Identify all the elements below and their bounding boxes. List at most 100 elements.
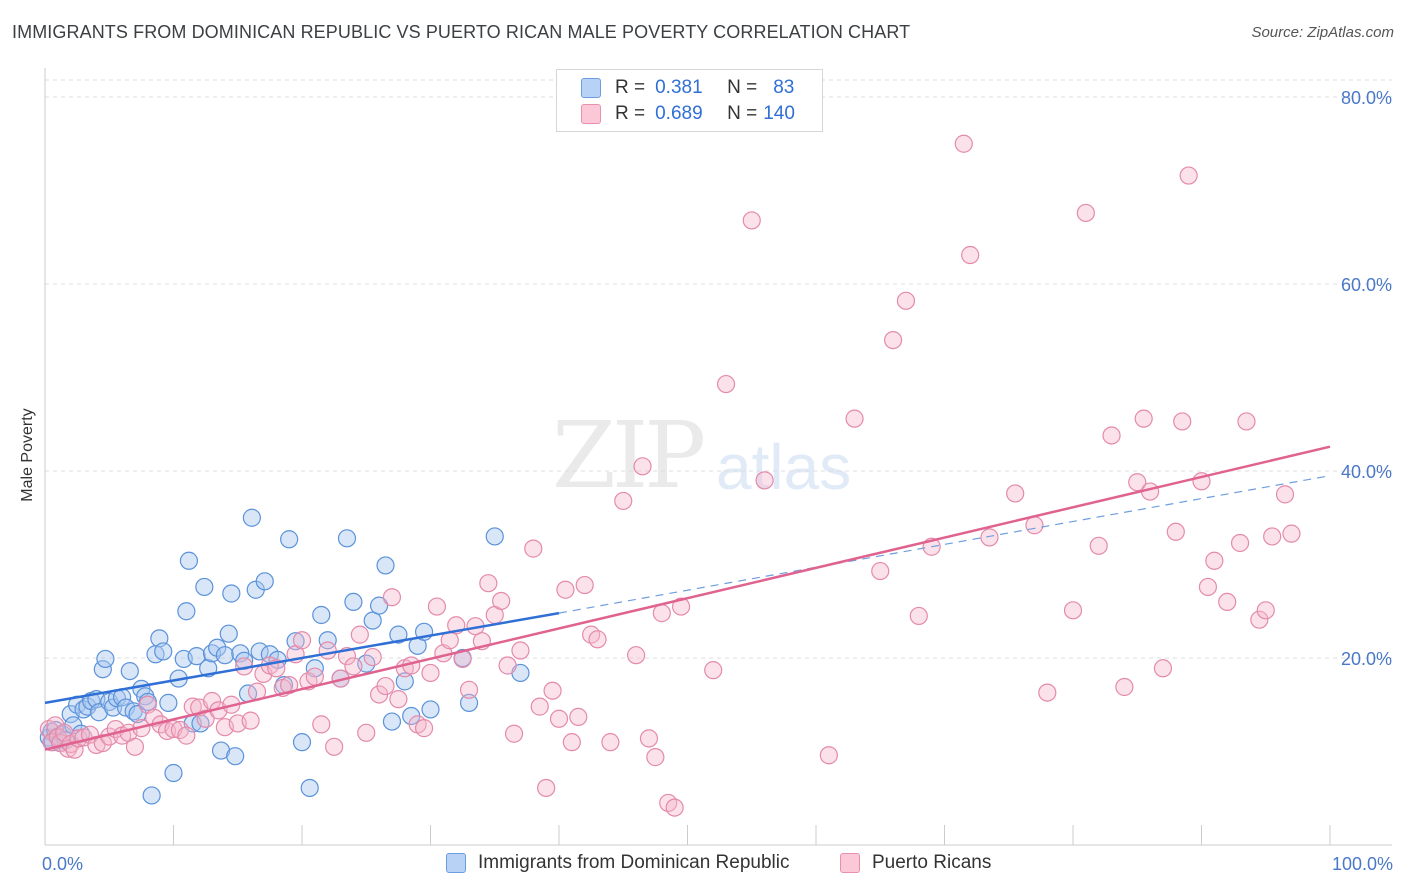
point-puerto-rican [569, 707, 588, 727]
point-dominican [337, 529, 357, 548]
point-puerto-rican [1063, 601, 1083, 620]
point-puerto-rican [138, 695, 157, 714]
point-puerto-rican [1089, 536, 1108, 555]
point-puerto-rican [652, 604, 671, 623]
regression-lines [44, 445, 1331, 751]
point-puerto-rican [871, 561, 890, 581]
point-dominican [142, 786, 161, 805]
point-puerto-rican [704, 661, 723, 680]
y-tick-label: 80.0% [1341, 88, 1392, 108]
point-puerto-rican [819, 746, 838, 765]
point-puerto-rican [1218, 592, 1237, 612]
point-dominican [96, 649, 115, 669]
point-dominican [104, 698, 123, 717]
point-puerto-rican [511, 641, 530, 660]
regression-line-dominican [44, 611, 560, 705]
point-dominican [177, 602, 196, 621]
bottom-legend-puerto-rican: Puerto Ricans [840, 852, 991, 874]
point-puerto-rican [427, 597, 447, 616]
point-dominican [421, 700, 440, 719]
point-dominican [395, 672, 414, 691]
point-dominican [286, 632, 305, 651]
point-dominican [222, 584, 241, 603]
regression-line-puerto-rican [44, 445, 1331, 751]
point-puerto-rican [241, 711, 260, 730]
point-puerto-rican [961, 245, 980, 265]
point-dominican [382, 712, 402, 731]
y-tick-label: 40.0% [1341, 462, 1392, 482]
point-puerto-rican [1006, 484, 1025, 503]
point-puerto-rican [543, 681, 562, 700]
point-puerto-rican [177, 726, 196, 745]
point-dominican [250, 642, 269, 661]
point-puerto-rican [459, 680, 479, 699]
legend-r-value: 0.381 [655, 77, 703, 98]
point-puerto-rican [414, 719, 434, 738]
legend-r-label: R = [615, 103, 646, 124]
point-puerto-rican [1256, 601, 1275, 620]
point-puerto-rican [1025, 516, 1044, 535]
point-puerto-rican [524, 539, 543, 558]
point-puerto-rican [1282, 524, 1301, 543]
point-puerto-rican [883, 331, 903, 350]
point-puerto-rican [93, 733, 112, 753]
point-puerto-rican [575, 575, 594, 595]
point-puerto-rican [479, 574, 498, 593]
point-puerto-rican [1102, 426, 1121, 445]
bottom-legend-label: Puerto Ricans [872, 852, 992, 873]
point-puerto-rican [376, 676, 395, 696]
point-dominican [159, 693, 178, 712]
point-puerto-rican [601, 733, 620, 752]
series-puerto-rican-points [39, 134, 1301, 817]
point-dominican [370, 596, 389, 615]
point-puerto-rican [421, 663, 440, 683]
watermark-atlas: atlas [716, 431, 852, 503]
point-puerto-rican [1038, 683, 1057, 702]
point-puerto-rican [1076, 203, 1095, 223]
point-puerto-rican [1205, 551, 1224, 570]
legend-row-dominican: R = 0.381 N = 83 [581, 76, 794, 100]
point-dominican [344, 592, 363, 612]
legend-box: R = 0.381 N = 83 R = 0.689 N = 140 [556, 69, 823, 132]
x-tick-label: 0.0% [42, 854, 83, 874]
point-puerto-rican [562, 733, 581, 752]
watermark-zip: ZIP [552, 402, 706, 509]
point-puerto-rican [1173, 412, 1192, 431]
point-puerto-rican [1153, 659, 1173, 678]
point-puerto-rican [344, 657, 363, 676]
legend-n-value: 140 [763, 103, 795, 124]
point-dominican [318, 631, 337, 650]
y-tick-label: 20.0% [1341, 649, 1392, 669]
point-puerto-rican [716, 374, 736, 394]
point-puerto-rican [646, 748, 665, 767]
legend-r-label: R = [615, 77, 646, 98]
legend-row-puerto-rican: R = 0.689 N = 140 [581, 102, 795, 126]
point-puerto-rican [325, 737, 344, 756]
point-puerto-rican [350, 625, 369, 644]
point-dominican [164, 763, 183, 783]
chart-title: IMMIGRANTS FROM DOMINICAN REPUBLIC VS PU… [12, 22, 911, 42]
point-dominican [219, 624, 238, 643]
point-dominican [154, 642, 173, 661]
point-puerto-rican [1263, 527, 1282, 546]
point-puerto-rican [1198, 577, 1218, 597]
point-dominican [292, 733, 312, 752]
point-puerto-rican [1115, 677, 1134, 697]
point-puerto-rican [556, 580, 575, 599]
point-puerto-rican [549, 709, 569, 728]
point-puerto-rican [639, 729, 659, 748]
point-puerto-rican [614, 491, 633, 511]
point-puerto-rican [292, 631, 312, 650]
point-puerto-rican [157, 721, 177, 741]
bottom-legend-label: Immigrants from Dominican Republic [478, 852, 790, 873]
point-puerto-rican [1179, 166, 1198, 185]
point-dominican [93, 660, 112, 679]
point-dominican [312, 605, 331, 625]
legend-n-label: N = [727, 77, 758, 98]
point-puerto-rican [389, 690, 408, 709]
legend-swatch-pink [581, 104, 601, 124]
point-puerto-rican [1275, 485, 1295, 504]
bottom-legend-swatch-blue [446, 853, 466, 873]
point-dominican [389, 625, 408, 644]
point-puerto-rican [665, 798, 684, 817]
